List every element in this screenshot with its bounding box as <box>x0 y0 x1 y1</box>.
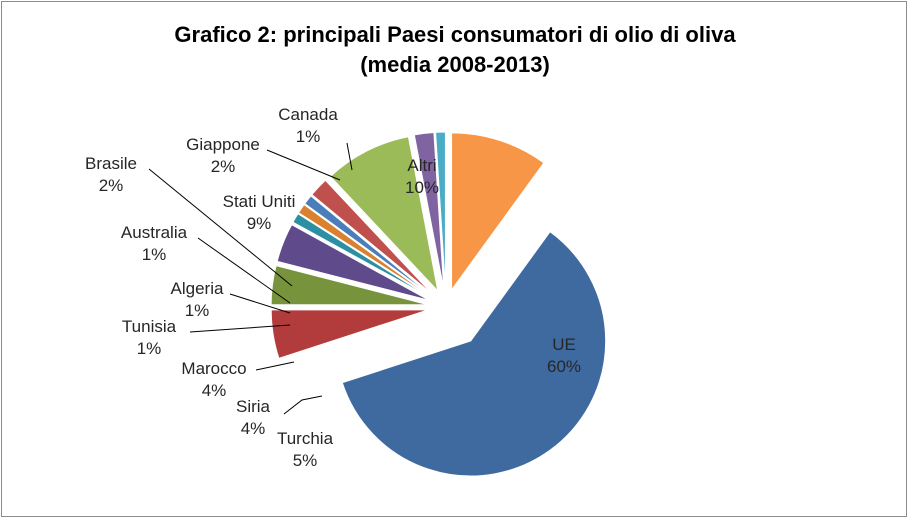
slice-label-tunisia: Tunisia <box>122 317 177 336</box>
pie-slice-australia <box>304 195 433 297</box>
slice-percent-giappone: 2% <box>211 157 236 176</box>
slice-percent-algeria: 1% <box>185 301 210 320</box>
pie-slice-canada <box>435 131 446 290</box>
slice-label-marocco: Marocco <box>181 359 246 378</box>
chart-title-line-1: Grafico 2: principali Paesi consumatori … <box>174 22 736 47</box>
slice-percent-ue: 60% <box>547 357 581 376</box>
slice-label-stati-uniti: Stati Uniti <box>223 192 296 211</box>
leader-line-giappone <box>266 149 341 181</box>
pie-slice-stati-uniti <box>329 136 439 293</box>
slice-label-brasile: Brasile <box>85 154 137 173</box>
slice-label-altri: Altri <box>407 156 436 175</box>
leader-line-brasile <box>148 168 293 287</box>
slice-percent-siria: 4% <box>241 419 266 438</box>
slice-percent-altri: 10% <box>405 178 439 197</box>
slice-percent-stati-uniti: 9% <box>247 214 272 233</box>
pie-slice-siria <box>270 265 429 306</box>
slice-label-ue: UE <box>552 335 576 354</box>
slice-label-turchia: Turchia <box>277 429 334 448</box>
slice-percent-marocco: 4% <box>202 381 227 400</box>
chart-title: Grafico 2: principali Paesi consumatori … <box>2 20 908 80</box>
slice-percent-australia: 1% <box>142 245 167 264</box>
slice-percent-tunisia: 1% <box>137 339 162 358</box>
slice-percent-brasile: 2% <box>99 176 124 195</box>
pie-slice-ue <box>341 231 607 477</box>
leader-line-australia <box>197 237 291 304</box>
pie-slice-turchia <box>270 309 429 359</box>
leader-line-marocco <box>255 361 295 371</box>
pie-slice-marocco <box>276 224 430 301</box>
pie-slice-altri <box>451 132 545 292</box>
pie-slice-brasile <box>311 179 434 296</box>
slice-label-algeria: Algeria <box>171 279 224 298</box>
chart-title-line-2: (media 2008-2013) <box>360 52 550 77</box>
slice-label-canada: Canada <box>278 105 338 124</box>
slice-percent-canada: 1% <box>296 127 321 146</box>
pie-slice-giappone <box>413 131 445 290</box>
slice-label-giappone: Giappone <box>186 135 260 154</box>
leader-line-algeria <box>229 293 291 314</box>
leader-line-canada <box>346 142 353 171</box>
leader-line-tunisia <box>189 324 291 333</box>
pie-slice-tunisia <box>292 213 431 299</box>
leader-line-siria <box>283 395 323 415</box>
pie-slice-algeria <box>297 203 432 298</box>
slice-percent-turchia: 5% <box>293 451 318 470</box>
slice-label-australia: Australia <box>121 223 188 242</box>
slice-label-siria: Siria <box>236 397 271 416</box>
